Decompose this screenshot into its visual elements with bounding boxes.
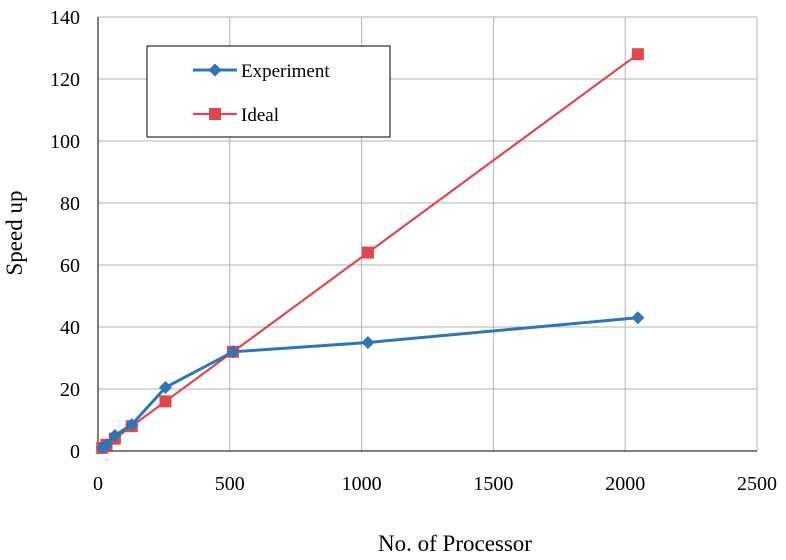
x-tick-label: 1000 [342,473,382,495]
legend-box [146,45,391,138]
legend-ideal-marker [209,108,221,120]
y-axis-label: Speed up [2,191,27,276]
y-tick-label: 20 [60,379,80,401]
y-tick-label: 0 [70,441,80,463]
experiment-data-point [158,380,172,394]
ideal-data-point [159,395,172,408]
experiment-data-point [125,418,139,432]
y-tick-label: 100 [50,131,80,153]
y-tick-label: 140 [50,7,80,29]
y-tick-label: 120 [50,69,80,91]
legend-ideal-label: Ideal [241,105,279,126]
ideal-data-point [361,246,374,259]
x-axis-label: No. of Processor [378,531,532,556]
y-tick-label: 60 [60,255,80,277]
ideal-data-point [631,48,644,61]
tick-labels: 0 20 40 60 80 100 120 140 0 500 1000 1500 2000 2500 [50,7,777,495]
y-tick-label: 80 [60,193,80,215]
legend-experiment-label: Experiment [241,61,330,82]
experiment-data-point [99,438,113,452]
experiment-data-point [361,336,375,349]
x-tick-label: 2500 [737,473,777,495]
y-tick-label: 40 [60,317,80,339]
legend: Experiment Ideal [146,45,391,138]
x-tick-label: 0 [93,473,103,495]
x-tick-label: 2000 [605,473,645,495]
x-tick-label: 500 [215,473,245,495]
axes [97,17,757,452]
experiment-data-point [226,345,240,359]
experiment-data-point [108,429,122,442]
series-layer [95,48,645,455]
experiment-data-point [631,311,645,325]
x-tick-label: 1500 [473,473,513,495]
experiment-series-line [101,316,638,450]
legend-experiment-marker [208,63,222,77]
